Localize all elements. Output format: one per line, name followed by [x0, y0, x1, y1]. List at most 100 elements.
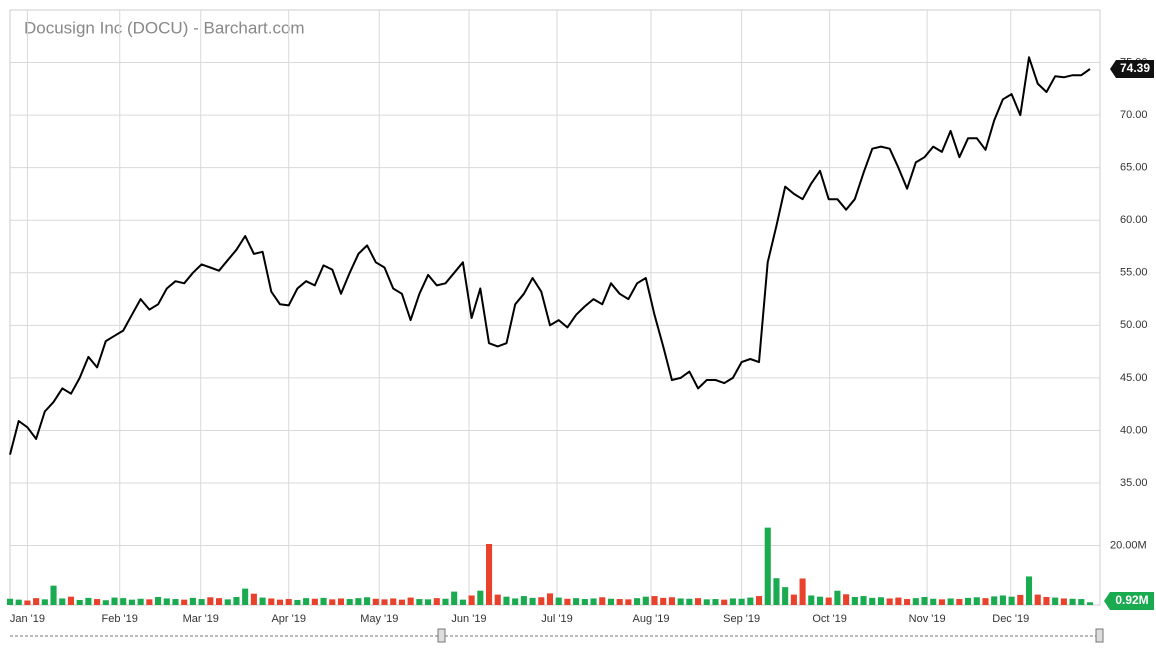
x-tick-label: Aug '19 [633, 613, 670, 625]
volume-bar [337, 598, 345, 605]
volume-bar [677, 598, 684, 605]
volume-bar [686, 598, 693, 605]
volume-bar [930, 598, 937, 605]
volume-bar [381, 599, 388, 605]
last-price-box [1110, 59, 1154, 78]
volume-bar [329, 599, 336, 605]
volume-bar [59, 598, 66, 605]
volume-bar [973, 597, 980, 605]
volume-bar [477, 590, 484, 605]
volume-bar [1017, 594, 1024, 605]
volume-bar [6, 598, 14, 605]
volume-bar [416, 599, 423, 605]
volume-bar [24, 600, 31, 605]
volume-bar [451, 591, 458, 605]
volume-bar [1078, 599, 1085, 605]
volume-bar [311, 598, 318, 605]
volume-bar [198, 599, 205, 605]
plot-frame [9, 9, 1101, 606]
volume-bar [468, 595, 475, 605]
volume-bar [581, 599, 588, 605]
volume-bar [834, 590, 841, 605]
volume-bar [546, 593, 554, 605]
volume-bar [120, 598, 127, 605]
volume-bar [1069, 598, 1076, 605]
chart-title: Docusign Inc (DOCU) - Barchart.com [24, 18, 305, 37]
volume-bar [755, 596, 763, 605]
y2-tick-label: 20.00M [1110, 539, 1147, 551]
volume-bar [529, 597, 536, 605]
volume-bar [938, 599, 945, 605]
volume-bar [782, 587, 789, 605]
volume-bar [285, 599, 292, 605]
x-tick-label: Feb '19 [102, 613, 138, 625]
volume-bar [137, 598, 144, 605]
volume-bar [982, 598, 989, 605]
x-tick-label: Oct '19 [812, 613, 847, 625]
volume-bar [564, 598, 571, 605]
y-tick-label: 70.00 [1120, 109, 1148, 121]
volume-bar [372, 598, 379, 605]
volume-bar [816, 596, 824, 605]
x-tick-label: Sep '19 [723, 613, 760, 625]
volume-bar [181, 599, 188, 605]
volume-bar [660, 597, 667, 605]
volume-bar [860, 596, 867, 605]
volume-bar [747, 597, 754, 605]
volume-bar [520, 596, 527, 605]
volume-bar [991, 596, 998, 605]
y-tick-label: 65.00 [1120, 162, 1148, 174]
y-tick-label: 60.00 [1120, 214, 1148, 226]
volume-bar [320, 597, 327, 605]
volume-bar [1060, 598, 1067, 605]
volume-bar [947, 598, 954, 605]
volume-bar [250, 593, 257, 605]
volume-bar [843, 594, 850, 605]
volume-bar [773, 578, 780, 605]
volume-bar [494, 594, 501, 605]
volume-bar [1043, 596, 1050, 605]
volume-bar [268, 598, 275, 605]
last-price-label: 74.39 [1120, 61, 1150, 75]
volume-bar [128, 599, 135, 605]
y-tick-label: 35.00 [1120, 477, 1148, 489]
volume-bar [189, 597, 196, 605]
volume-bar [163, 598, 170, 605]
volume-bar [67, 596, 75, 605]
volume-bar [869, 597, 876, 605]
volume-bar [433, 598, 440, 605]
x-tick-label: Jul '19 [541, 613, 572, 625]
volume-bar [85, 597, 92, 605]
volume-bar [294, 599, 301, 605]
volume-bar [355, 598, 362, 605]
volume-bar [738, 598, 745, 605]
slider-handle[interactable] [437, 628, 446, 643]
volume-bar [634, 598, 641, 605]
volume-bar [459, 599, 466, 605]
volume-bar [390, 598, 397, 605]
volume-bar [303, 598, 310, 605]
volume-bar [50, 585, 57, 605]
volume-bar [904, 599, 911, 605]
volume-bar [912, 598, 919, 605]
last-volume-box [1104, 592, 1154, 610]
slider-handle[interactable] [1095, 628, 1104, 643]
volume-bar [886, 598, 893, 605]
y-tick-label: 40.00 [1120, 424, 1148, 436]
volume-bar [625, 599, 632, 605]
y-tick-label: 50.00 [1120, 319, 1148, 331]
volume-bar [442, 598, 449, 605]
volume-bar [102, 600, 109, 605]
volume-bar [999, 595, 1006, 605]
volume-bar [242, 588, 249, 605]
volume-bar [15, 599, 22, 605]
volume-bar [224, 599, 231, 605]
volume-bar [607, 598, 615, 605]
volume-bar [825, 597, 832, 605]
volume-bar [764, 527, 771, 605]
volume-bar [1086, 602, 1094, 605]
volume-bar [721, 599, 728, 605]
volume-bar [1052, 597, 1059, 605]
volume-bar [921, 596, 928, 605]
